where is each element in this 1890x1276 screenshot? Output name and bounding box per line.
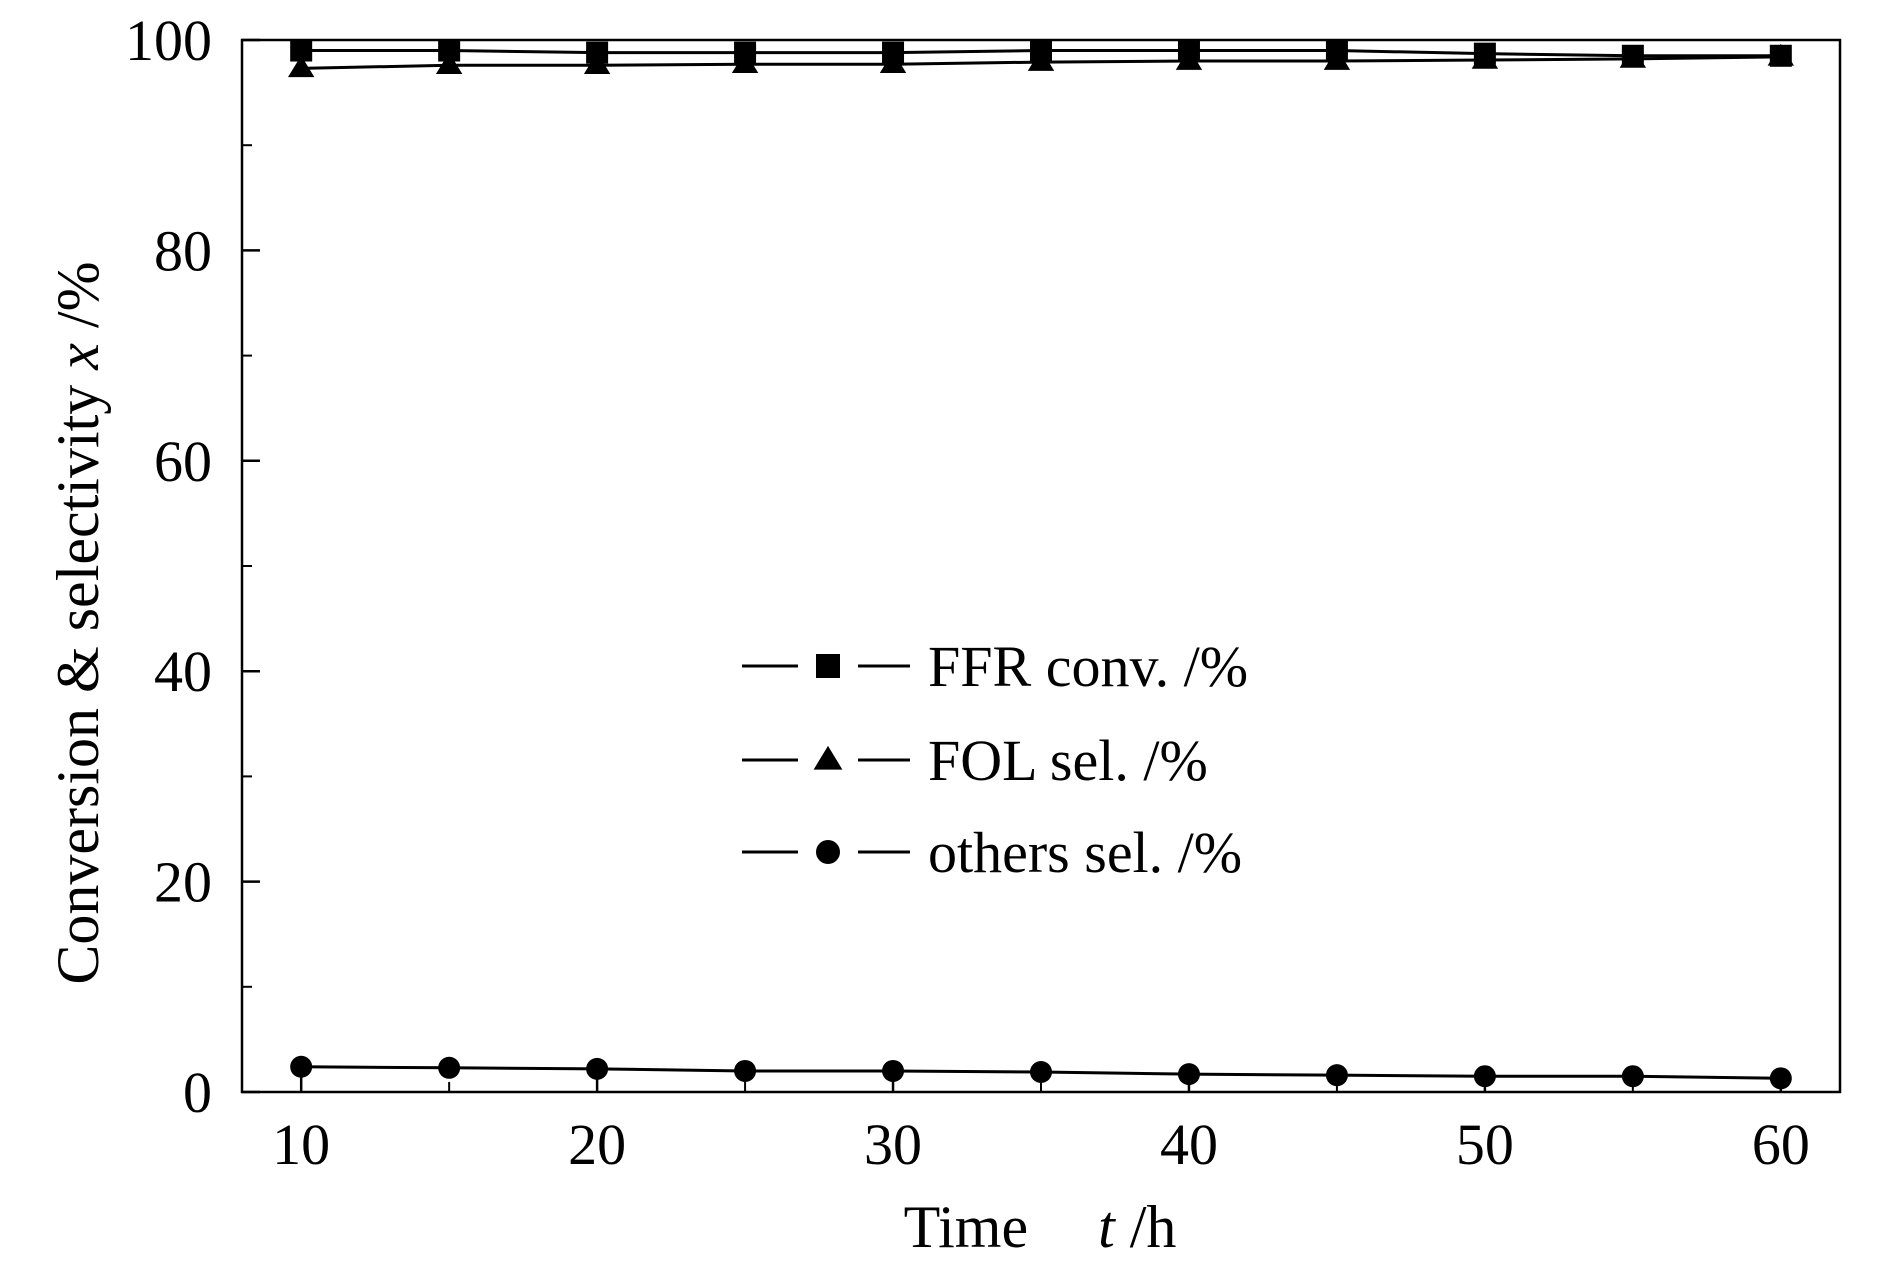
x-axis-title-symbol: t <box>1098 1194 1116 1260</box>
data-point-triangle <box>1323 48 1351 70</box>
x-axis-title-name: Time <box>904 1194 1029 1260</box>
data-point-triangle <box>1619 45 1647 68</box>
y-axis-title-symbol: x <box>45 343 111 371</box>
data-point-circle <box>734 1059 757 1082</box>
x-tick-label: 30 <box>864 1112 922 1177</box>
x-tick-label: 10 <box>272 1112 330 1177</box>
x-axis-title-unit: /h <box>1115 1194 1177 1260</box>
y-axis-title-name: Conversion & selectivity <box>45 370 111 985</box>
y-axis-title-unit: /% <box>45 261 111 343</box>
data-point-circle <box>882 1059 905 1082</box>
data-point-triangle <box>731 51 759 73</box>
x-tick-label: 50 <box>1456 1112 1514 1177</box>
data-point-triangle <box>1027 49 1055 71</box>
y-tick-label: 100 <box>125 8 212 73</box>
data-point-triangle <box>1175 48 1203 70</box>
data-point-triangle <box>1767 43 1795 66</box>
data-point-circle <box>1030 1061 1052 1084</box>
data-point-triangle <box>583 52 611 75</box>
legend-marker-square <box>816 654 840 678</box>
data-point-circle <box>1621 1065 1644 1088</box>
x-axis-title: Time t /h <box>904 1194 1177 1260</box>
x-tick-label: 40 <box>1160 1112 1218 1177</box>
data-point-square <box>290 39 313 62</box>
y-tick-label: 60 <box>154 429 212 494</box>
legend-marker-circle <box>816 840 840 864</box>
legend-label-circle: others sel. /% <box>928 820 1242 885</box>
y-tick-label: 20 <box>154 850 212 915</box>
data-point-triangle <box>435 52 463 75</box>
y-axis-title: Conversion & selectivity x /% <box>45 261 111 984</box>
y-tick-label: 40 <box>154 639 212 704</box>
data-point-triangle <box>287 55 315 78</box>
axes: 0 20 40 60 80 100 10 20 30 40 50 60 <box>125 8 1842 1177</box>
x-tick-label: 20 <box>568 1112 626 1177</box>
data-point-triangle <box>879 51 907 73</box>
legend-label-triangle: FOL sel. /% <box>928 728 1208 793</box>
y-tick-label: 0 <box>183 1060 212 1125</box>
data-point-square <box>438 39 461 62</box>
data-point-circle <box>586 1057 609 1080</box>
data-point-circle <box>1325 1064 1348 1087</box>
legend-label-square: FFR conv. /% <box>928 634 1248 699</box>
legend: FFR conv. /% FOL sel. /% others sel. /% <box>742 634 1248 885</box>
x-tick-label: 60 <box>1752 1112 1810 1177</box>
data-point-triangle <box>1471 47 1499 69</box>
data-point-circle <box>438 1056 461 1079</box>
legend-marker-triangle <box>813 745 843 770</box>
y-tick-label: 80 <box>154 218 212 283</box>
data-point-circle <box>290 1055 313 1078</box>
plot-area <box>287 39 1795 1090</box>
